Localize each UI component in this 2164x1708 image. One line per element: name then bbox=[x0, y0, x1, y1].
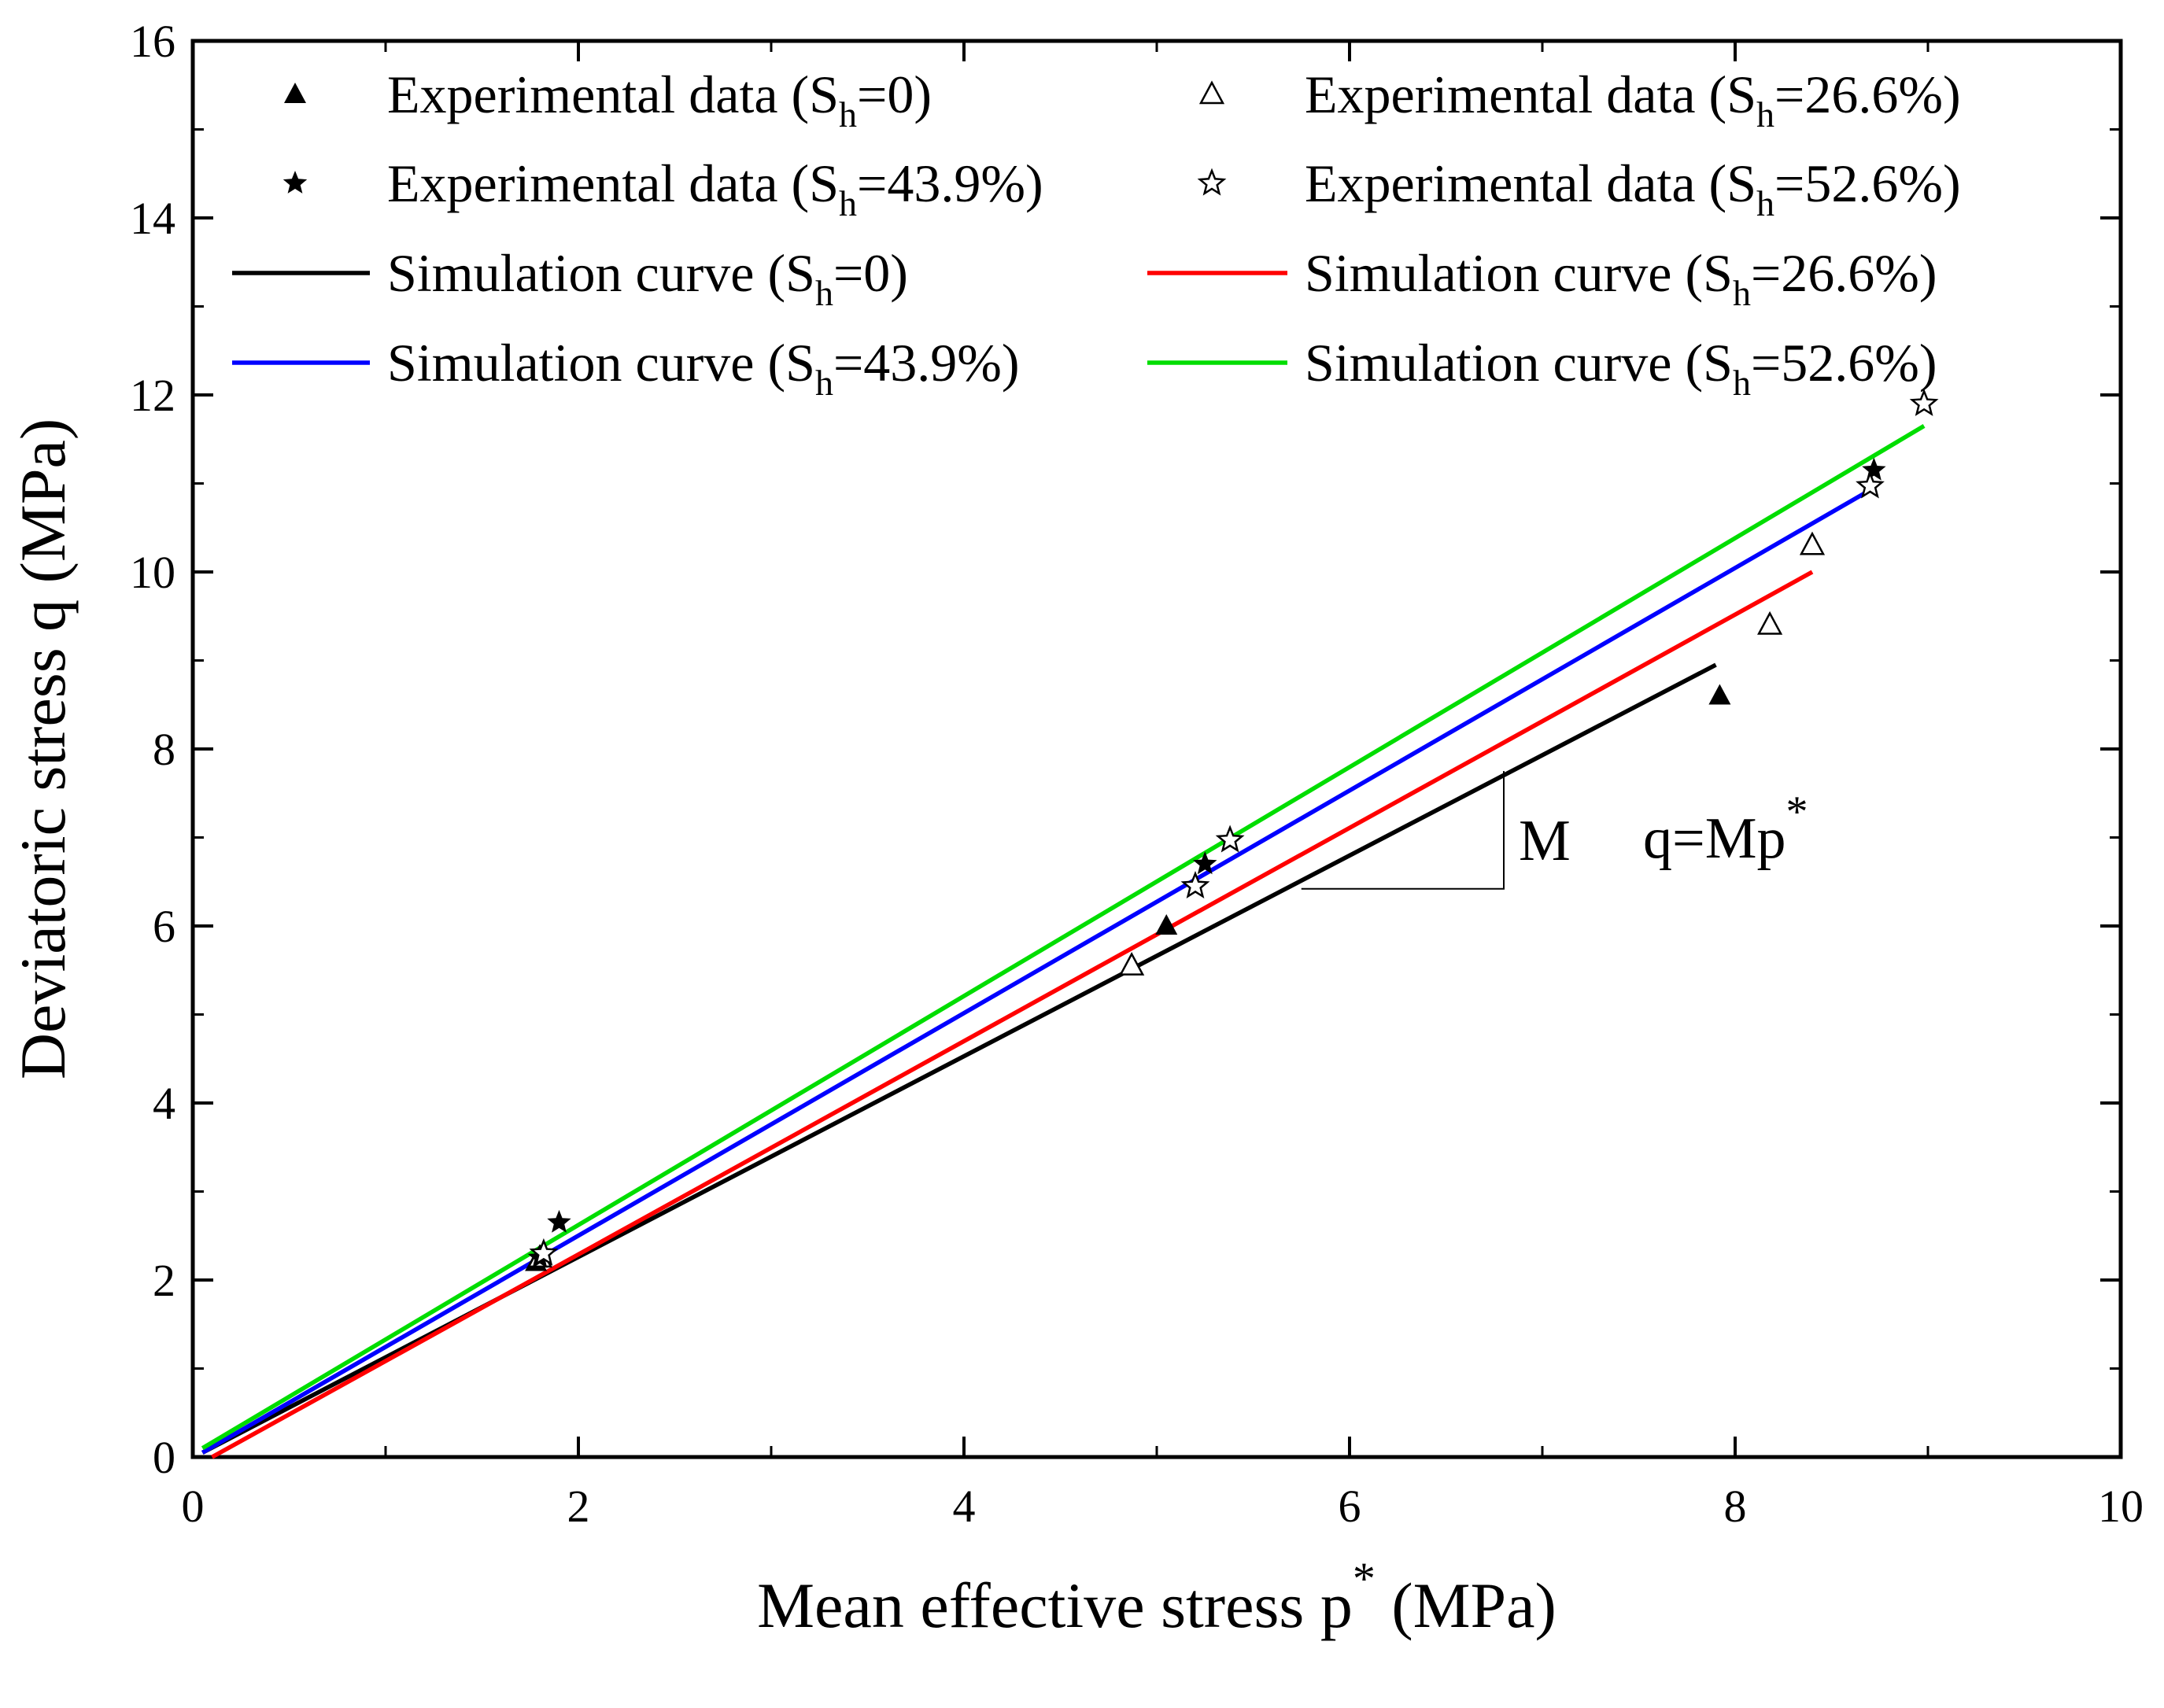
x-tick-label: 10 bbox=[2098, 1481, 2144, 1532]
legend: Experimental data (Sh=0) Experimental dat… bbox=[232, 65, 1961, 403]
legend-marker-swatch bbox=[1198, 80, 1225, 105]
legend-label: Simulation curve (Sh=43.9%) bbox=[387, 333, 1020, 403]
data-point bbox=[1856, 470, 1885, 499]
y-tick-label: 2 bbox=[153, 1255, 175, 1306]
y-tick-label: 14 bbox=[130, 193, 175, 244]
slope-label: M bbox=[1519, 809, 1571, 873]
y-tick-label: 10 bbox=[130, 547, 175, 598]
y-tick-label: 8 bbox=[153, 724, 175, 775]
legend-label: Experimental data (Sh=52.6%) bbox=[1305, 153, 1961, 223]
y-tick-label: 4 bbox=[153, 1078, 175, 1129]
data-point bbox=[1193, 851, 1217, 875]
data-point bbox=[1909, 388, 1939, 416]
x-axis-title: Mean effective stress p* (MPa) bbox=[757, 1553, 1557, 1641]
data-point bbox=[1119, 951, 1145, 976]
legend-label: Experimental data (Sh=43.9%) bbox=[387, 153, 1043, 223]
series-line bbox=[211, 570, 1814, 1459]
legend-label: Simulation curve (Sh=52.6%) bbox=[1305, 333, 1937, 403]
y-tick-label: 12 bbox=[130, 370, 175, 421]
data-point bbox=[1757, 611, 1783, 635]
axis-ticks: 0 2 4 6 8 10 0 2 4 6 8 10 12 14 16 bbox=[130, 16, 2144, 1532]
y-tick-label: 0 bbox=[153, 1432, 175, 1483]
y-tick-label: 6 bbox=[153, 901, 175, 952]
y-axis-title: Deviatoric stress q (MPa) bbox=[7, 419, 79, 1079]
legend-marker-swatch bbox=[284, 83, 306, 103]
series-line bbox=[201, 424, 1926, 1451]
legend-label: Experimental data (Sh=26.6%) bbox=[1305, 65, 1961, 135]
legend-label: Simulation curve (Sh=26.6%) bbox=[1305, 243, 1937, 313]
x-tick-label: 4 bbox=[953, 1481, 976, 1532]
legend-marker-swatch bbox=[283, 171, 308, 194]
data-point bbox=[529, 1238, 559, 1266]
data-point bbox=[1799, 531, 1826, 555]
series-line bbox=[201, 485, 1875, 1455]
x-tick-label: 0 bbox=[182, 1481, 205, 1532]
data-point bbox=[1155, 914, 1178, 935]
data-point bbox=[1862, 457, 1886, 481]
y-tick-label: 16 bbox=[130, 16, 175, 67]
equation-label: q=Mp* bbox=[1643, 788, 1808, 871]
x-tick-label: 8 bbox=[1724, 1481, 1747, 1532]
data-point bbox=[1180, 871, 1210, 899]
legend-label: Experimental data (Sh=0) bbox=[387, 65, 932, 135]
legend-label: Simulation curve (Sh=0) bbox=[387, 243, 908, 313]
data-point bbox=[1708, 684, 1731, 705]
plot-series bbox=[201, 388, 1939, 1459]
x-tick-label: 2 bbox=[567, 1481, 590, 1532]
slope-triangle bbox=[1301, 771, 1505, 890]
data-point bbox=[1215, 824, 1245, 853]
slope-triangle-line bbox=[1301, 771, 1505, 890]
x-tick-label: 6 bbox=[1339, 1481, 1361, 1532]
data-point bbox=[547, 1209, 571, 1233]
legend-marker-swatch bbox=[1197, 168, 1227, 196]
